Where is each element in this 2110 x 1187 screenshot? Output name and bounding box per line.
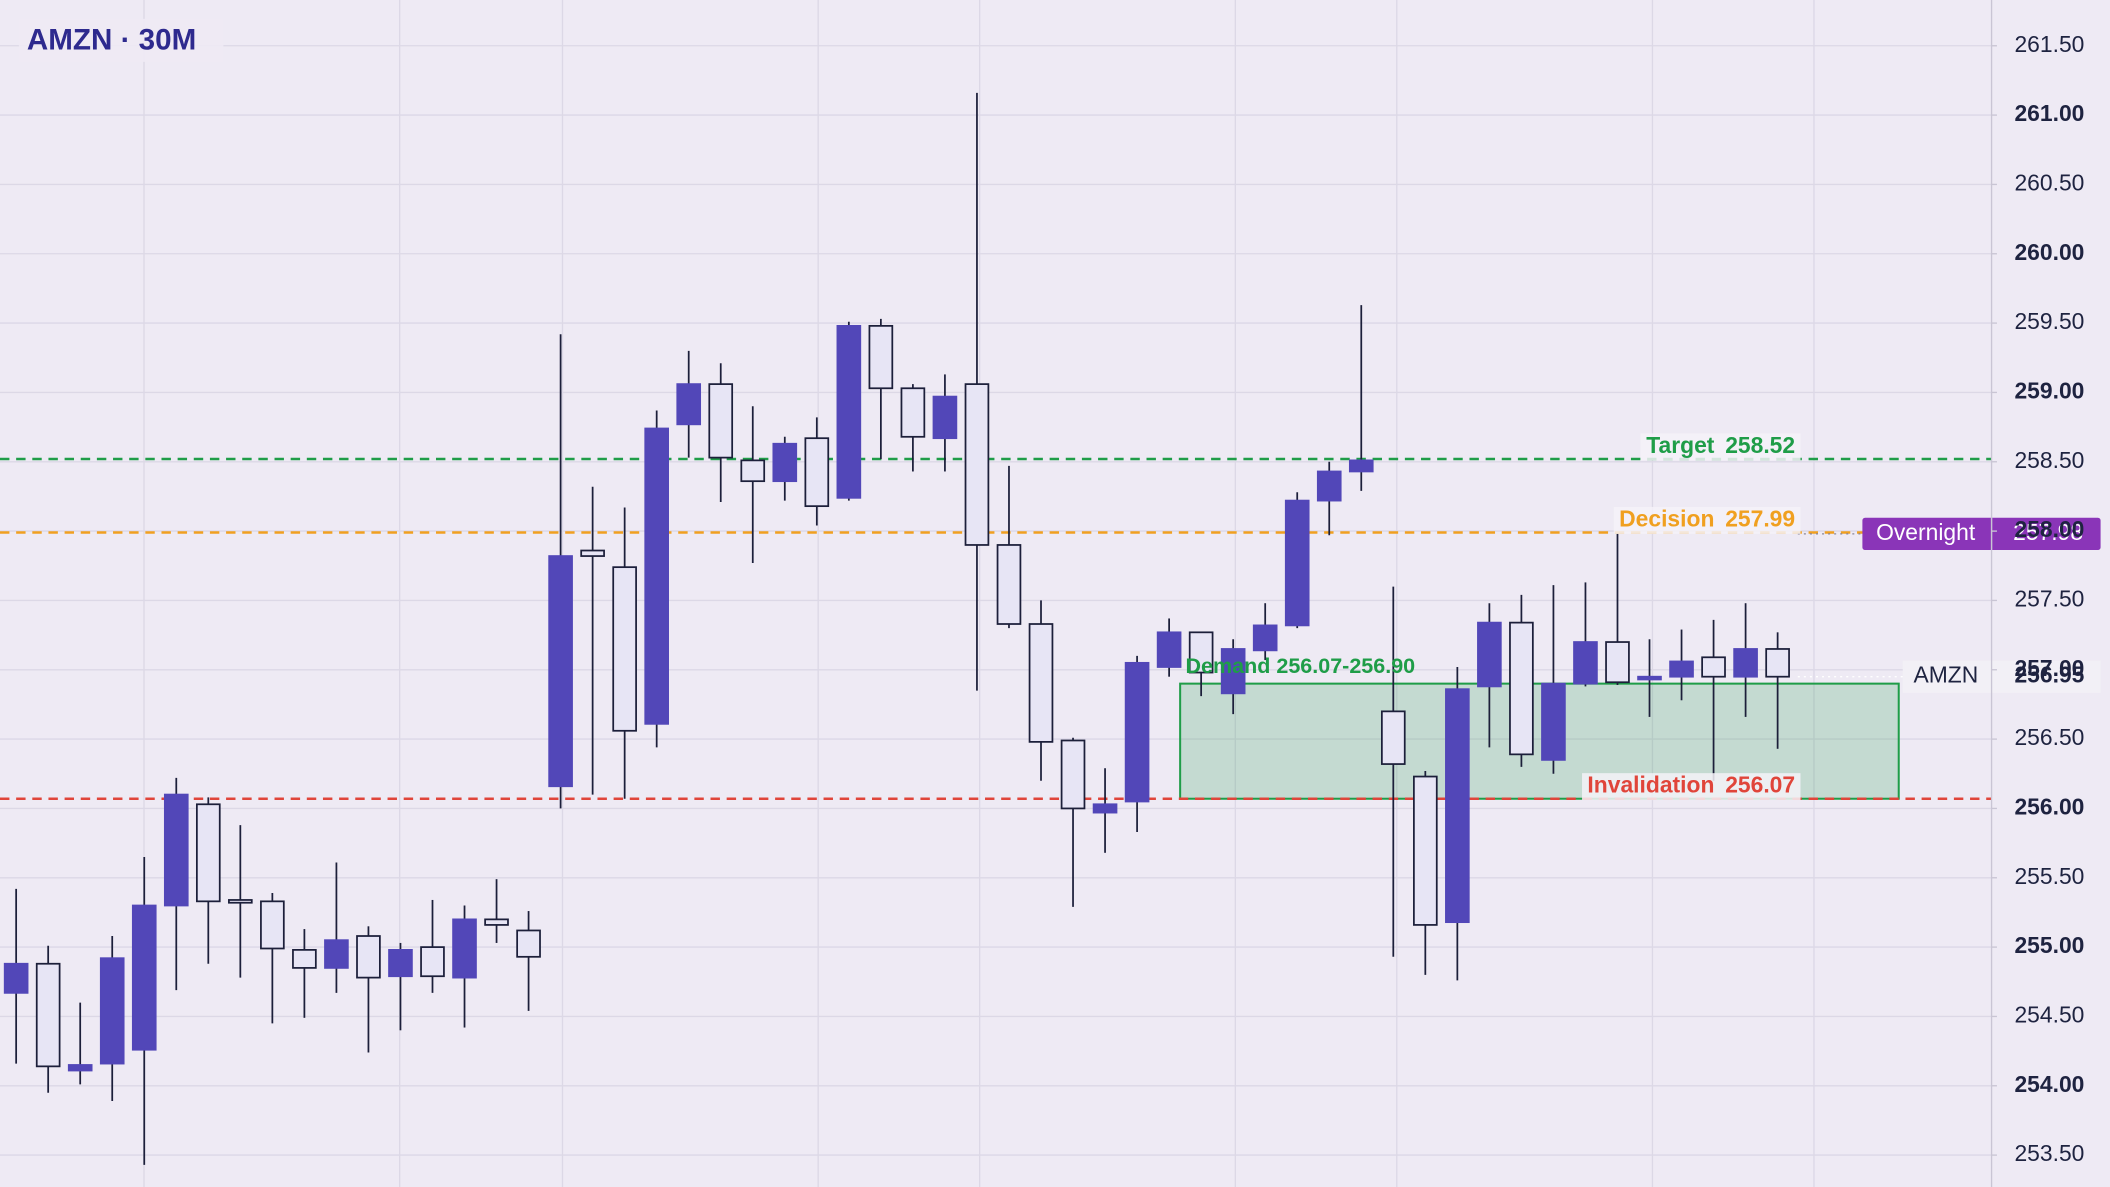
- level-label: Target: [1646, 432, 1715, 458]
- zone-label: Demand 256.07-256.90: [1186, 654, 1416, 678]
- last-price-tag: [1902, 660, 2101, 693]
- candle-body-up: [1220, 648, 1246, 695]
- candle-body-up: [772, 442, 798, 483]
- y-tick-label: 257.50: [2014, 585, 2084, 611]
- candle-body-down: [356, 935, 381, 979]
- overnight-value: 257.98: [2013, 519, 2083, 545]
- candle-body-up: [1445, 688, 1470, 924]
- candle-body-down: [228, 899, 253, 904]
- level-value: 256.07: [1725, 772, 1795, 798]
- candle-body-up: [1637, 675, 1662, 681]
- overnight-label: Overnight: [1876, 519, 1976, 545]
- overnight-tag: [1862, 517, 2101, 551]
- candle-body-down: [1060, 739, 1086, 810]
- candle-body-up: [131, 904, 157, 1051]
- candle-body-up: [452, 918, 477, 979]
- candle-body-up: [1284, 499, 1310, 627]
- y-tick-label: 261.00: [2014, 100, 2084, 126]
- candle-body-up: [676, 383, 702, 426]
- candle-body-down: [1028, 623, 1054, 743]
- candle-body-down: [612, 566, 637, 732]
- y-tick-label: 254.50: [2014, 1001, 2084, 1027]
- candle-body-down: [996, 544, 1022, 625]
- candle-body-down: [868, 324, 894, 390]
- y-tick-label: 260.50: [2014, 169, 2084, 195]
- level-label: Decision: [1619, 505, 1714, 531]
- candle-body-down: [1380, 710, 1406, 765]
- y-tick-label: 259.50: [2014, 308, 2084, 334]
- level-label-bg: [1582, 773, 1801, 801]
- candle-body-down: [708, 383, 734, 459]
- candle-body-down: [1509, 621, 1534, 756]
- y-tick-label: 258.50: [2014, 447, 2084, 473]
- level-value: 257.99: [1725, 505, 1795, 531]
- candle-body-down: [195, 803, 221, 903]
- y-tick-label: 259.00: [2014, 377, 2084, 403]
- y-tick-label: 258.00: [2014, 516, 2084, 542]
- candle-body-down: [260, 900, 285, 950]
- candle-body-up: [67, 1064, 93, 1072]
- candle-body-up: [836, 324, 862, 499]
- level-label: Invalidation: [1587, 772, 1714, 798]
- candle-body-up: [1733, 648, 1758, 678]
- candle-body-down: [484, 918, 509, 926]
- candle-body-up: [1316, 470, 1342, 502]
- candle-body-down: [1188, 631, 1214, 674]
- candle-body-down: [35, 962, 61, 1068]
- candle-body-up: [1156, 631, 1182, 668]
- levels-layer: [0, 457, 1992, 800]
- candle-body-down: [420, 946, 445, 978]
- chart-title: AMZN · 30M: [27, 24, 196, 57]
- candle-body-up: [1348, 459, 1374, 473]
- candle-body-down: [1413, 775, 1438, 926]
- candle-body-up: [99, 957, 125, 1065]
- last-label: AMZN: [1913, 662, 1978, 688]
- level-value: 258.52: [1725, 432, 1795, 458]
- y-tick-label: 256.50: [2014, 724, 2084, 750]
- candle-body-down: [292, 949, 317, 969]
- candle-body-down: [804, 437, 830, 508]
- y-tick-label: 254.00: [2014, 1071, 2084, 1097]
- candle-body-down: [1605, 641, 1630, 684]
- candle-body-down: [900, 387, 926, 438]
- y-tick-label: 256.00: [2014, 793, 2084, 819]
- candle-body-up: [1573, 641, 1598, 685]
- title-bg: [18, 18, 224, 62]
- candle-body-down: [740, 459, 766, 483]
- candle-body-up: [1252, 624, 1278, 652]
- candle-body-down: [964, 383, 990, 546]
- labels-layer: 258.52 Target 257.99 Decision 256.07 Invalida…: [1186, 432, 2101, 801]
- candle-body-up: [163, 793, 189, 907]
- candle-body-up: [932, 395, 958, 440]
- candle-body-up: [1541, 682, 1566, 761]
- candle-body-up: [1124, 661, 1150, 803]
- y-tick-label: 257.00: [2014, 655, 2084, 681]
- candles-layer: [3, 92, 1790, 1165]
- candle-body-down: [1765, 648, 1790, 678]
- candle-body-up: [1669, 660, 1694, 678]
- price-axis: 253.50 254.00 254.50 255.00 255.50 256.00 256.…: [1991, 31, 2084, 1166]
- candle-body-down: [1701, 656, 1726, 678]
- y-tick-label: 260.00: [2014, 239, 2084, 265]
- candle-body-up: [3, 962, 29, 994]
- level-label-bg: [1613, 506, 1801, 534]
- level-label-bg: [1640, 433, 1801, 461]
- y-tick-label: 253.50: [2014, 1140, 2084, 1166]
- y-tick-label: 255.50: [2014, 863, 2084, 889]
- candle-body-up: [1477, 621, 1502, 688]
- y-tick-label: 255.00: [2014, 932, 2084, 958]
- candle-body-up: [324, 939, 349, 969]
- grid: [0, 0, 1992, 1187]
- candle-body-down: [580, 549, 605, 557]
- candle-body-up: [548, 555, 573, 788]
- candle-body-up: [644, 427, 669, 725]
- candle-body-up: [388, 949, 413, 978]
- y-tick-label: 261.50: [2014, 31, 2084, 57]
- candle-body-down: [516, 929, 541, 958]
- candle-body-up: [1092, 803, 1118, 814]
- last-value: 256.95: [2014, 662, 2084, 688]
